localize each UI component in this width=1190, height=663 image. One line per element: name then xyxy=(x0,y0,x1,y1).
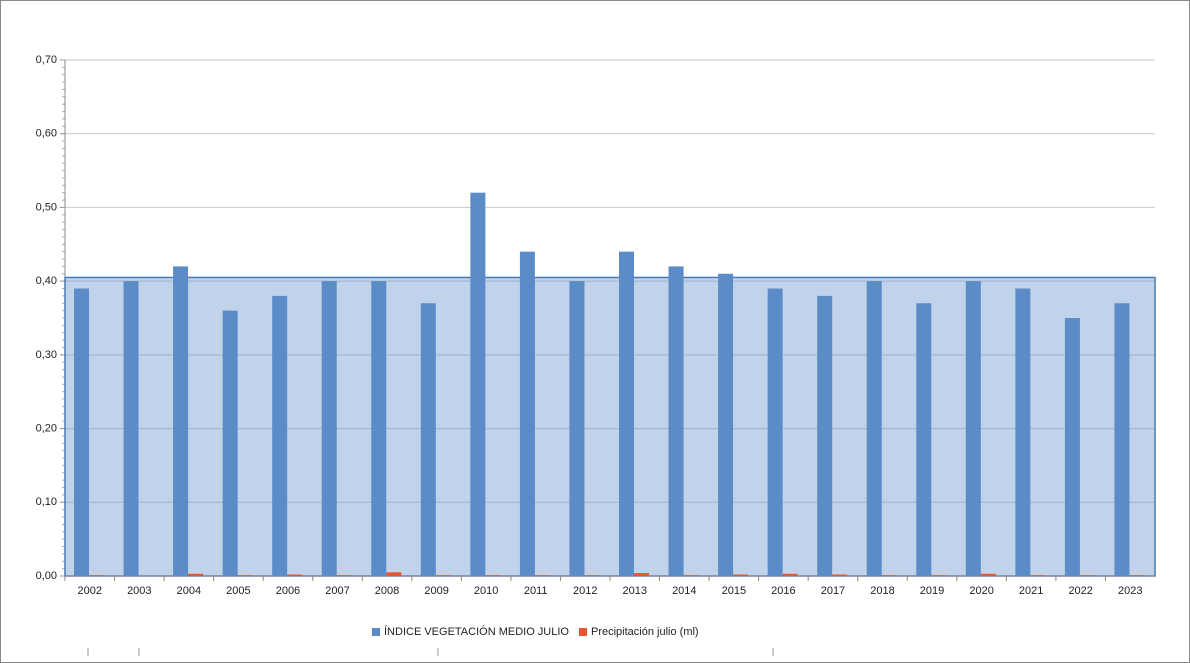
x-tick-label: 2020 xyxy=(969,585,993,597)
y-tick-label: 0,60 xyxy=(36,128,57,140)
x-tick-label: 2007 xyxy=(325,585,349,597)
bar xyxy=(980,573,996,576)
bar xyxy=(916,303,932,576)
x-tick-label: 2017 xyxy=(821,585,845,597)
x-tick-label: 2022 xyxy=(1068,585,1092,597)
y-tick-label: 0,20 xyxy=(36,422,57,434)
y-tick-label: 0,70 xyxy=(36,54,57,66)
bar xyxy=(89,575,104,576)
legend-label: Precipitación julio (ml) xyxy=(591,626,699,638)
bar xyxy=(569,281,585,576)
bar xyxy=(866,281,882,576)
x-tick-label: 2012 xyxy=(573,585,597,597)
y-tick-label: 0,10 xyxy=(36,496,57,508)
bar xyxy=(733,574,749,576)
x-tick-label: 2023 xyxy=(1118,585,1142,597)
x-tick-label: 2014 xyxy=(672,585,696,597)
bar xyxy=(931,575,947,576)
x-tick-label: 2004 xyxy=(177,585,201,597)
bar xyxy=(435,575,451,576)
bar xyxy=(965,281,981,576)
bar xyxy=(1114,303,1130,576)
bar xyxy=(817,295,833,576)
x-tick-label: 2008 xyxy=(375,585,399,597)
x-tick-label: 2002 xyxy=(78,585,102,597)
x-tick-label: 2003 xyxy=(127,585,151,597)
bar xyxy=(534,575,550,576)
x-tick-label: 2009 xyxy=(424,585,448,597)
bar xyxy=(832,574,848,576)
bar xyxy=(634,573,649,576)
y-tick-label: 0,30 xyxy=(36,349,57,361)
x-tick-label: 2005 xyxy=(226,585,250,597)
bar xyxy=(237,575,253,576)
y-tick-label: 0,50 xyxy=(36,201,57,213)
legend-label: ÍNDICE VEGETACIÓN MEDIO JULIO xyxy=(384,625,569,638)
bar xyxy=(683,575,699,576)
bar xyxy=(1030,575,1046,576)
x-tick-label: 2019 xyxy=(920,585,944,597)
x-tick-label: 2018 xyxy=(870,585,894,597)
bar xyxy=(222,310,238,576)
bar xyxy=(718,273,734,576)
x-tick-label: 2015 xyxy=(722,585,746,597)
bar xyxy=(782,573,798,576)
bar xyxy=(1079,575,1095,576)
bar xyxy=(173,266,189,576)
bar xyxy=(668,266,684,576)
bar xyxy=(1064,318,1080,576)
x-tick-label: 2010 xyxy=(474,585,498,597)
bar xyxy=(1015,288,1031,576)
legend-swatch xyxy=(579,628,587,636)
bar xyxy=(74,288,89,576)
y-tick-label: 0,00 xyxy=(36,570,57,582)
y-tick-label: 0,40 xyxy=(36,275,57,287)
bar xyxy=(123,281,139,576)
legend-swatch xyxy=(372,628,380,636)
bar xyxy=(188,573,204,576)
bar xyxy=(386,572,402,576)
bar xyxy=(619,251,634,576)
bar xyxy=(1129,575,1145,576)
bar xyxy=(336,575,352,576)
bar xyxy=(321,281,337,576)
x-tick-label: 2021 xyxy=(1019,585,1043,597)
bar xyxy=(420,303,436,576)
x-tick-label: 2011 xyxy=(524,585,548,597)
x-tick-label: 2013 xyxy=(623,585,647,597)
x-tick-label: 2006 xyxy=(276,585,300,597)
bar xyxy=(767,288,783,576)
bar xyxy=(485,575,501,576)
bar xyxy=(371,281,387,576)
bar xyxy=(881,575,897,576)
legend: ÍNDICE VEGETACIÓN MEDIO JULIO Precipitaci… xyxy=(372,625,699,638)
bar xyxy=(287,574,303,576)
bar xyxy=(272,295,288,576)
bar xyxy=(584,575,600,576)
x-tick-label: 2016 xyxy=(771,585,795,597)
bar xyxy=(519,251,535,576)
bar xyxy=(470,192,486,576)
